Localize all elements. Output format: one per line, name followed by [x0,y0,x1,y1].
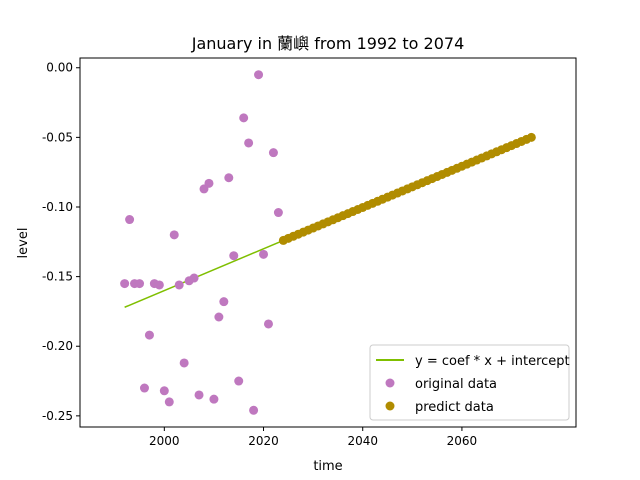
original-data-point [273,208,283,218]
legend: y = coef * x + intercept original data p… [369,344,570,421]
original-data-point [179,358,189,368]
original-data-point [125,215,135,225]
original-data-point [224,173,234,183]
original-data-point [159,386,169,396]
original-data-point [214,312,224,322]
original-data-point [244,138,254,148]
y-tick-label: -0.20 [42,339,73,353]
original-data-point [194,390,204,400]
original-data-point [189,273,199,283]
original-data-point [144,330,154,340]
original-data-point [229,251,239,261]
y-tick-label: -0.25 [42,409,73,423]
y-axis-label: level [16,228,31,259]
original-data-point [154,280,164,290]
original-data-point [209,394,219,404]
chart-title: January in 蘭嶼 from 1992 to 2074 [191,34,465,53]
predict-data-point [526,132,536,142]
original-data-point [263,319,273,329]
original-data-point [254,70,264,80]
y-tick-label: -0.10 [42,200,73,214]
y-tick-label: 0.00 [46,61,73,75]
original-data-point [268,148,278,158]
x-tick-label: 2000 [149,434,180,448]
x-tick-label: 2040 [347,434,378,448]
original-data-point [139,383,149,393]
plot-frame [79,57,577,428]
x-tick-label: 2020 [248,434,279,448]
original-data-point [234,376,244,386]
legend-box [369,344,570,421]
original-data-point [204,178,214,188]
x-tick-label: 2060 [447,434,478,448]
original-data-point [135,279,145,289]
original-data-point [249,405,259,415]
original-data-point [120,279,130,289]
y-tick-label: -0.15 [42,270,73,284]
legend-fit-line-label: y = coef * x + intercept [415,354,570,369]
original-data-point [174,280,184,290]
x-axis-label: time [313,459,342,474]
original-data-point [219,297,229,307]
y-tick-label: -0.05 [42,130,73,144]
legend-original-swatch [385,378,395,388]
original-data-point [164,397,174,407]
original-data-point [169,230,179,240]
legend-predict-label: predict data [415,400,494,415]
fit-line [124,239,284,308]
legend-predict-swatch [385,401,395,411]
original-data-point [259,249,269,259]
legend-original-label: original data [415,377,497,392]
original-data-point [239,113,249,123]
